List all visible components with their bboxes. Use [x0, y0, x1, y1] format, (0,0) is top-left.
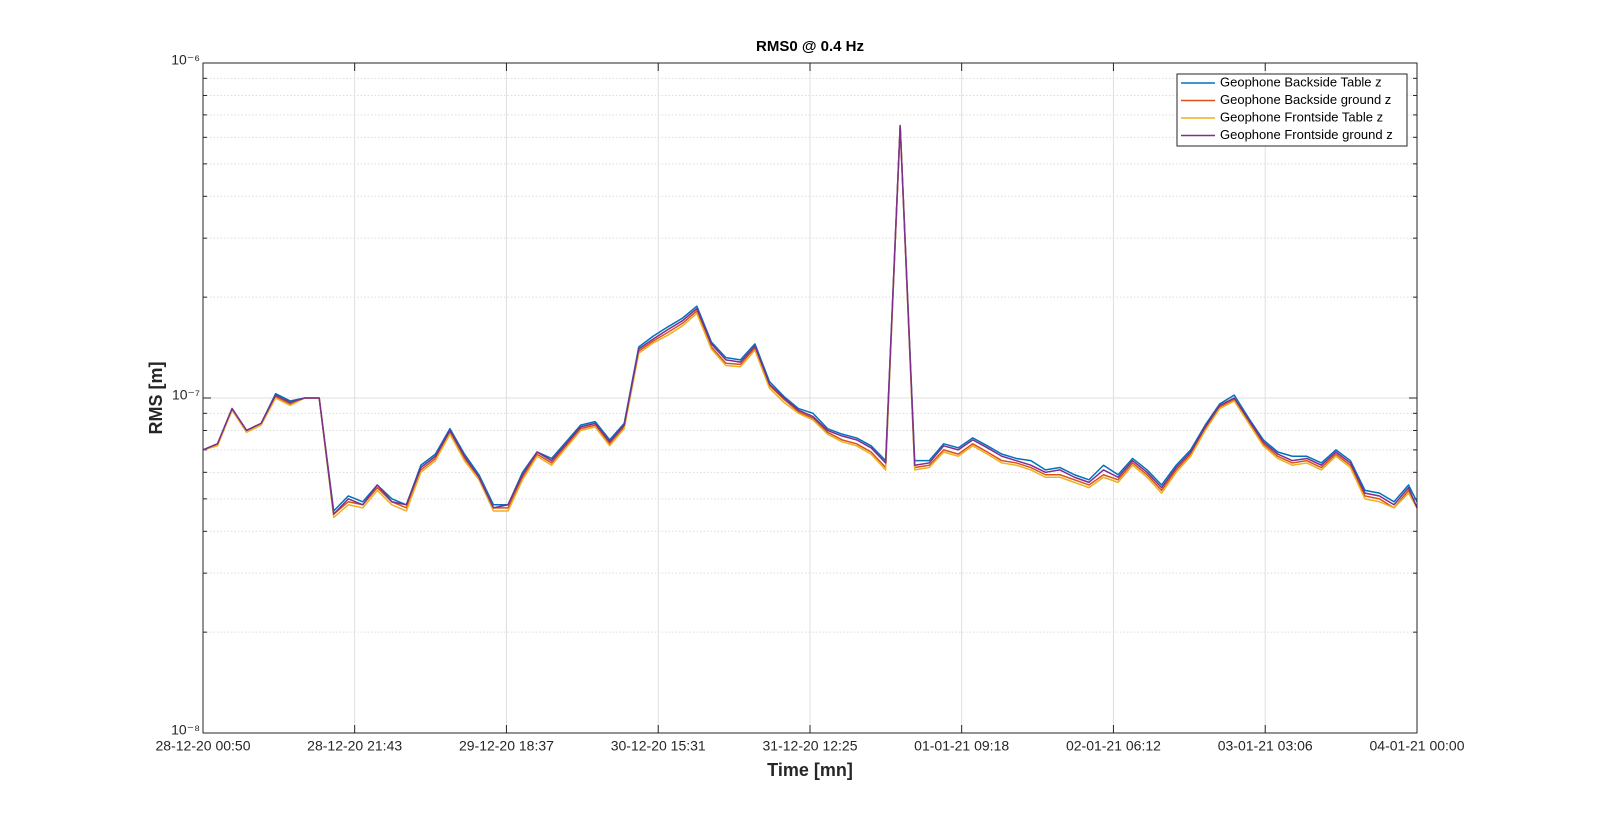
x-tick-label: 30-12-20 15:31 [611, 738, 706, 754]
series-line [202, 124, 1418, 519]
legend-label: Geophone Frontside ground z [1220, 127, 1393, 142]
legend-box [1176, 73, 1408, 147]
x-tick-label: 28-12-20 21:43 [307, 738, 402, 754]
x-tick-label: 03-01-21 03:06 [1218, 738, 1313, 754]
chart-title: RMS0 @ 0.4 Hz [756, 38, 864, 55]
legend-label: Geophone Backside ground z [1220, 92, 1391, 107]
axes-box [202, 62, 1418, 734]
x-tick-label: 28-12-20 00:50 [156, 738, 251, 754]
legend-label: Geophone Backside Table z [1220, 74, 1382, 89]
y-axis-label: RMS [m] [146, 362, 166, 435]
x-tick-label: 02-01-21 06:12 [1066, 738, 1161, 754]
x-axis-label: Time [mn] [767, 760, 853, 780]
series-line [202, 124, 1418, 515]
y-tick-label: 10⁻⁷ [172, 387, 200, 403]
x-tick-label: 04-01-21 00:00 [1370, 738, 1465, 754]
y-tick-label: 10⁻⁶ [171, 52, 200, 68]
series-line [202, 124, 1418, 515]
x-tick-label: 01-01-21 09:18 [914, 738, 1009, 754]
y-tick-label: 10⁻⁸ [171, 722, 200, 738]
legend-label: Geophone Frontside Table z [1220, 109, 1383, 124]
x-tick-label: 29-12-20 18:37 [459, 738, 554, 754]
x-tick-label: 31-12-20 12:25 [763, 738, 858, 754]
